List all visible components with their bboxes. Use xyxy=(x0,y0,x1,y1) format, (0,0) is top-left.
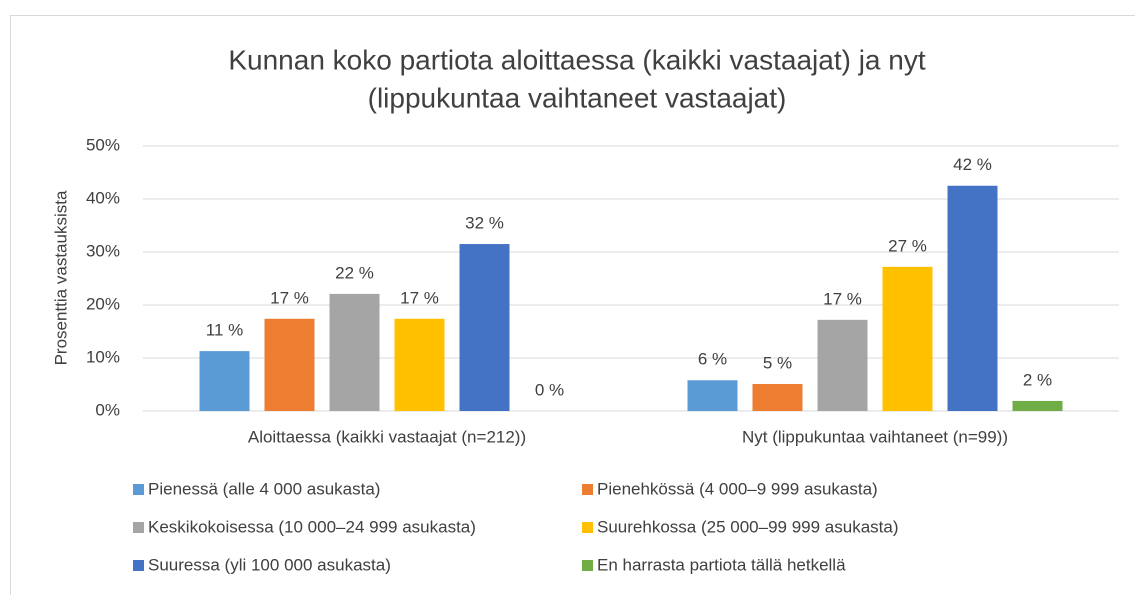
y-tick-label: 10% xyxy=(86,347,120,366)
bar xyxy=(265,319,315,411)
legend-label: Suuressa (yli 100 000 asukasta) xyxy=(148,555,391,574)
data-label: 27 % xyxy=(888,236,927,255)
y-tick-label: 50% xyxy=(86,135,120,154)
bar xyxy=(460,244,510,411)
legend-swatch xyxy=(582,560,593,571)
chart-title: (lippukuntaa vaihtaneet vastaajat) xyxy=(368,82,787,113)
x-tick-label: Aloittaessa (kaikki vastaajat (n=212)) xyxy=(248,427,526,446)
legend-label: Suurehkossa (25 000–99 999 asukasta) xyxy=(597,517,898,536)
data-label: 17 % xyxy=(823,289,862,308)
bar xyxy=(200,351,250,411)
data-label: 17 % xyxy=(270,288,309,307)
y-tick-label: 30% xyxy=(86,241,120,260)
x-tick-label: Nyt (lippukuntaa vaihtaneet (n=99)) xyxy=(742,427,1008,446)
legend-swatch xyxy=(582,484,593,495)
legend-label: Keskikokoisessa (10 000–24 999 asukasta) xyxy=(148,517,476,536)
data-label: 22 % xyxy=(335,263,374,282)
chart-title: Kunnan koko partiota aloittaessa (kaikki… xyxy=(228,44,925,75)
bar xyxy=(883,267,933,411)
data-label: 42 % xyxy=(953,155,992,174)
bar xyxy=(818,320,868,411)
data-label: 17 % xyxy=(400,288,439,307)
legend-label: Pienehkössä (4 000–9 999 asukasta) xyxy=(597,479,878,498)
data-label: 11 % xyxy=(206,321,244,340)
bar xyxy=(395,319,445,411)
data-label: 0 % xyxy=(535,380,564,399)
data-label: 5 % xyxy=(763,353,792,372)
y-tick-label: 40% xyxy=(86,188,120,207)
data-label: 2 % xyxy=(1023,370,1052,389)
legend-swatch xyxy=(133,522,144,533)
y-tick-label: 20% xyxy=(86,294,120,313)
bar xyxy=(753,384,803,411)
legend-label: Pienessä (alle 4 000 asukasta) xyxy=(148,479,380,498)
y-axis-label: Prosenttia vastauksista xyxy=(51,190,70,365)
legend-label: En harrasta partiota tällä hetkellä xyxy=(597,555,846,574)
legend-swatch xyxy=(133,560,144,571)
y-tick-label: 0% xyxy=(95,400,120,419)
bar xyxy=(330,294,380,411)
legend-swatch xyxy=(133,484,144,495)
data-label: 6 % xyxy=(698,350,727,369)
data-label: 32 % xyxy=(465,214,504,233)
bar xyxy=(1013,401,1063,411)
bar xyxy=(688,380,738,411)
legend-swatch xyxy=(582,522,593,533)
bar xyxy=(948,186,998,411)
